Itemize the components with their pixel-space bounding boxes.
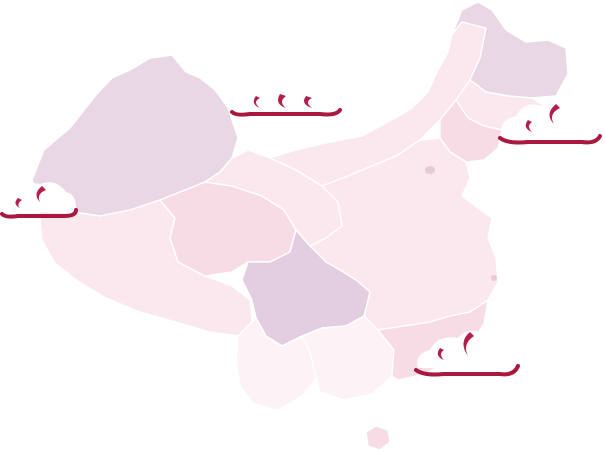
cloud-swirl [304,96,312,108]
lake-marker [425,166,435,174]
cloud-swirl [525,120,532,132]
cloud-swirl [15,198,22,208]
cloud-swirl [278,94,286,108]
cloud-top-center [230,78,342,117]
cloud-swirl [253,96,260,108]
cloud-swirl [437,348,444,360]
region-tibet [37,195,253,337]
region-heilongjiang [451,1,569,99]
island-marker [491,275,497,281]
cloud-swirl [36,186,46,202]
cloud-west [0,182,78,219]
region-hainan [365,425,391,451]
cloud-south [414,330,520,377]
cloud-northeast [498,99,602,145]
cloud-swirl [463,332,474,356]
cloud-swirl [549,104,560,124]
